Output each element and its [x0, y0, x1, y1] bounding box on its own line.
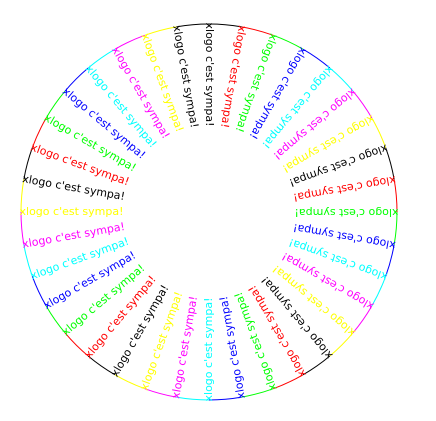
outer-arc-segment — [385, 244, 395, 277]
outer-arc-segment — [371, 117, 387, 148]
outer-arc-segment — [302, 355, 331, 376]
outer-arc-segment — [20, 211, 25, 245]
outer-arc-segment — [31, 117, 47, 148]
outer-arc-segment — [23, 244, 33, 277]
outer-arc-segment — [144, 388, 177, 398]
outer-arc-segment — [241, 26, 274, 36]
outer-arc-segment — [273, 374, 304, 390]
ring-label: xlogo c'est sympa! — [203, 23, 216, 127]
outer-arc-segment — [208, 23, 242, 28]
outer-arc-segment — [87, 355, 116, 376]
outer-arc-segment — [176, 23, 210, 28]
outer-arc-segment — [114, 374, 145, 390]
outer-arc-segment — [352, 305, 373, 334]
outer-arc-segment — [23, 147, 33, 180]
outer-arc-segment — [371, 276, 387, 307]
outer-arc-segment — [329, 67, 354, 92]
outer-arc-segment — [329, 332, 354, 357]
outer-arc-segment — [393, 211, 398, 245]
outer-arc-segment — [31, 276, 47, 307]
outer-arc-segment — [45, 90, 66, 119]
outer-arc-segment — [302, 48, 331, 69]
ring-label: xlogo c'est sympa! — [202, 298, 215, 402]
outer-arc-segment — [20, 179, 25, 213]
outer-arc-segment — [176, 396, 210, 401]
outer-arc-segment — [144, 26, 177, 36]
outer-arc-segment — [241, 388, 274, 398]
ring-label: xlogo c'est sympa! — [20, 205, 124, 218]
outer-arc-segment — [393, 179, 398, 213]
outer-arc-segment — [352, 90, 373, 119]
outer-arc-segment — [114, 34, 145, 50]
outer-arc-segment — [64, 67, 89, 92]
outer-arc-segment — [64, 332, 89, 357]
outer-arc-segment — [45, 305, 66, 334]
outer-arc-segment — [273, 34, 304, 50]
outer-arc-segment — [208, 396, 242, 401]
outer-arc-segment — [385, 147, 395, 180]
outer-arc-segment — [87, 48, 116, 69]
ring-label: xlogo c'est sympa! — [295, 206, 399, 219]
ring-outline — [20, 23, 398, 401]
